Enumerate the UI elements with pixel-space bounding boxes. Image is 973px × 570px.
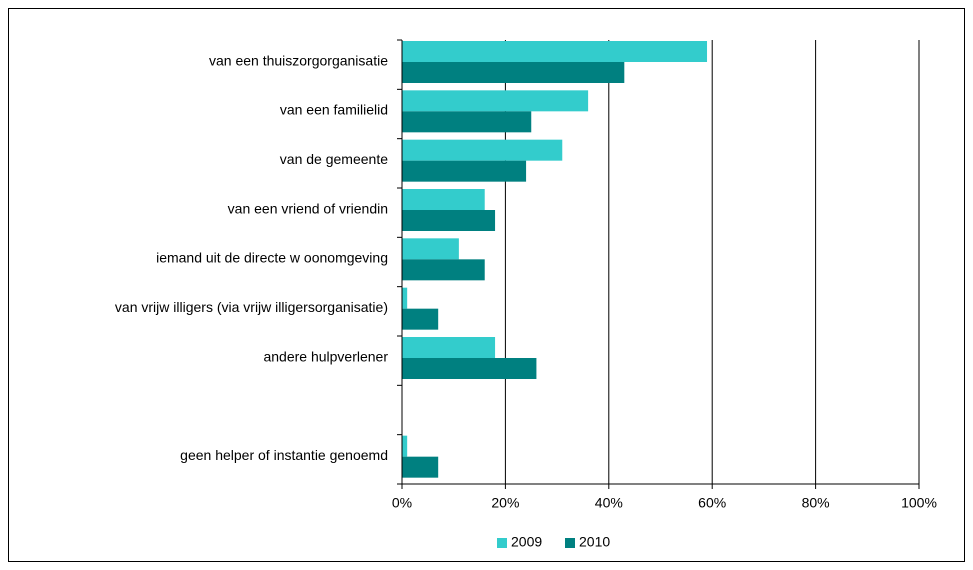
bar xyxy=(402,238,459,260)
bar xyxy=(402,90,589,112)
legend-swatch xyxy=(565,538,575,548)
x-tick-label: 40% xyxy=(595,495,623,511)
x-tick-label: 20% xyxy=(491,495,519,511)
y-tick-label: andere hulpverlener xyxy=(263,348,388,364)
bar xyxy=(402,139,563,161)
y-tick-label: van de gemeente xyxy=(280,151,388,167)
x-tick-label: 0% xyxy=(392,495,412,511)
bar xyxy=(402,189,485,210)
bar xyxy=(402,41,708,62)
bar xyxy=(402,435,408,457)
bar xyxy=(402,111,532,133)
y-tick-label: van een thuiszorgorganisatie xyxy=(209,52,388,68)
x-tick-label: 60% xyxy=(698,495,726,511)
bar xyxy=(402,308,439,330)
bar xyxy=(402,337,496,358)
y-tick-label: geen helper of instantie genoemd xyxy=(180,447,388,463)
bar xyxy=(402,358,537,379)
bar xyxy=(402,210,496,231)
legend-swatch xyxy=(497,538,507,548)
legend-label: 2009 xyxy=(511,534,542,550)
bar xyxy=(402,160,527,182)
bar xyxy=(402,62,625,83)
x-tick-label: 80% xyxy=(802,495,830,511)
legend-label: 2010 xyxy=(579,534,610,550)
x-tick-label: 100% xyxy=(901,495,937,511)
y-tick-label: iemand uit de directe w oonomgeving xyxy=(156,250,388,266)
y-tick-label: van vrijw illigers (via vrijw illigersor… xyxy=(115,299,388,315)
y-tick-label: van een vriend of vriendin xyxy=(228,200,388,216)
y-tick-label: van een familielid xyxy=(280,102,388,118)
bar xyxy=(402,259,485,281)
bar xyxy=(402,456,439,478)
bar xyxy=(402,287,408,309)
